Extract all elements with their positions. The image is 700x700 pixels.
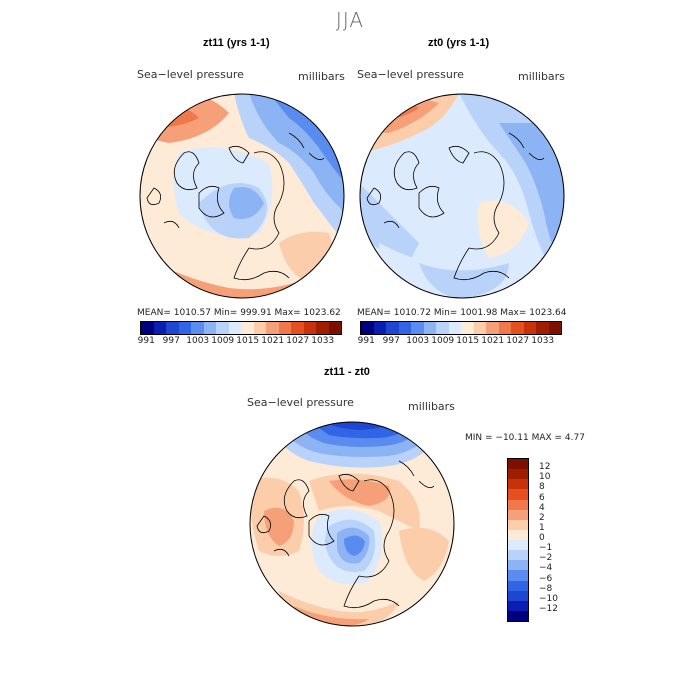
colorbar-swatch <box>508 540 528 551</box>
colorbar-swatch <box>241 322 254 334</box>
colorbar-swatch <box>141 322 154 334</box>
colorbar-swatch <box>508 499 528 510</box>
colorbar-swatch <box>508 560 528 571</box>
colorbar-tick-label: 1009 <box>211 336 235 346</box>
colorbar-swatch <box>508 570 528 581</box>
colorbar-tick-label: −2 <box>539 553 553 564</box>
colorbar-swatch <box>166 322 179 334</box>
colorbar-tick-label: 1027 <box>286 336 310 346</box>
colorbar-swatch <box>508 529 528 540</box>
colorbar-swatch <box>153 322 166 334</box>
colorbar-swatch <box>508 519 528 530</box>
colorbar-tick-label: 2 <box>539 512 545 523</box>
colorbar-swatch <box>508 459 528 470</box>
panel2-title: zt0 (yrs 1-1) <box>428 37 490 49</box>
panel1-stats: MEAN= 1010.57 Min= 999.91 Max= 1023.62 <box>137 308 341 318</box>
colorbar-swatch <box>266 322 279 334</box>
colorbar-tick-label: 1033 <box>311 336 335 346</box>
panel1-units-label: millibars <box>298 70 345 83</box>
colorbar-swatch <box>508 469 528 480</box>
panel2-colorbar <box>360 321 562 335</box>
colorbar-tick-label: 991 <box>137 336 155 346</box>
colorbar-swatch <box>486 322 499 334</box>
colorbar-tick-label: −12 <box>539 603 558 614</box>
colorbar-tick-label: −10 <box>539 593 558 604</box>
panel1-polar-map <box>139 93 345 299</box>
colorbar-tick-label: 1 <box>539 522 545 533</box>
colorbar-swatch <box>508 610 528 621</box>
colorbar-tick-label: 0 <box>539 533 545 543</box>
colorbar-swatch <box>278 322 291 334</box>
colorbar-tick-label: 1015 <box>456 336 480 346</box>
colorbar-swatch <box>508 479 528 490</box>
colorbar-swatch <box>191 322 204 334</box>
colorbar-swatch <box>523 322 536 334</box>
colorbar-swatch <box>316 322 329 334</box>
colorbar-tick-label: 1003 <box>406 336 430 346</box>
panel2-units-label: millibars <box>518 70 565 83</box>
colorbar-swatch <box>178 322 191 334</box>
panel2-field-label: Sea−level pressure <box>357 68 464 81</box>
colorbar-swatch <box>508 580 528 591</box>
colorbar-swatch <box>448 322 461 334</box>
colorbar-tick-label: 1021 <box>261 336 285 346</box>
colorbar-swatch <box>508 590 528 601</box>
colorbar-tick-label: 12 <box>539 462 551 473</box>
panel1-title: zt11 (yrs 1-1) <box>203 37 270 49</box>
panel3-polar-map <box>249 421 455 627</box>
colorbar-swatch <box>303 322 316 334</box>
colorbar-swatch <box>361 322 374 334</box>
colorbar-tick-label: 991 <box>357 336 375 346</box>
panel3-units-label: millibars <box>408 400 455 413</box>
panel2-polar-map <box>359 93 565 299</box>
panel3-field-label: Sea−level pressure <box>247 396 354 409</box>
colorbar-swatch <box>508 600 528 611</box>
colorbar-tick-label: 1027 <box>506 336 530 346</box>
colorbar-swatch <box>411 322 424 334</box>
colorbar-tick-label: 997 <box>382 336 400 346</box>
colorbar-swatch <box>398 322 411 334</box>
colorbar-tick-label: 1009 <box>431 336 455 346</box>
colorbar-swatch <box>373 322 386 334</box>
colorbar-swatch <box>508 509 528 520</box>
colorbar-swatch <box>328 322 341 334</box>
colorbar-tick-label: −1 <box>539 543 553 554</box>
panel2-stats: MEAN= 1010.72 Min= 1001.98 Max= 1023.64 <box>357 308 567 318</box>
colorbar-tick-label: 1003 <box>186 336 210 346</box>
figure-title: JJA <box>335 8 365 32</box>
colorbar-swatch <box>253 322 266 334</box>
panel3-colorbar <box>507 458 529 622</box>
colorbar-swatch <box>511 322 524 334</box>
colorbar-swatch <box>228 322 241 334</box>
panel1-field-label: Sea−level pressure <box>137 68 244 81</box>
colorbar-swatch <box>508 489 528 500</box>
colorbar-tick-label: 10 <box>539 472 551 483</box>
colorbar-tick-label: 1021 <box>481 336 505 346</box>
colorbar-tick-label: −4 <box>539 563 553 574</box>
colorbar-tick-label: 6 <box>539 492 545 503</box>
colorbar-swatch <box>548 322 561 334</box>
panel3-stats: MIN = −10.11 MAX = 4.77 <box>465 433 585 443</box>
colorbar-swatch <box>461 322 474 334</box>
colorbar-tick-label: 4 <box>539 502 545 513</box>
colorbar-swatch <box>291 322 304 334</box>
colorbar-tick-label: −8 <box>539 583 553 594</box>
colorbar-swatch <box>536 322 549 334</box>
colorbar-swatch <box>508 550 528 561</box>
colorbar-swatch <box>423 322 436 334</box>
colorbar-swatch <box>203 322 216 334</box>
colorbar-swatch <box>386 322 399 334</box>
colorbar-swatch <box>216 322 229 334</box>
colorbar-swatch <box>473 322 486 334</box>
colorbar-tick-label: −6 <box>539 573 553 584</box>
colorbar-tick-label: 1015 <box>236 336 260 346</box>
colorbar-tick-label: 1033 <box>531 336 555 346</box>
colorbar-tick-label: 997 <box>162 336 180 346</box>
panel1-colorbar <box>140 321 342 335</box>
colorbar-swatch <box>498 322 511 334</box>
colorbar-tick-label: 8 <box>539 482 545 493</box>
colorbar-swatch <box>436 322 449 334</box>
panel3-title: zt11 - zt0 <box>324 366 370 378</box>
